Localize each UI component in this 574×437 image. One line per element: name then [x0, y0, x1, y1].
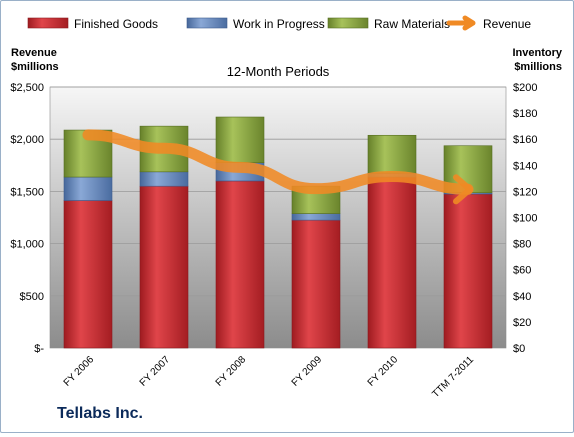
- legend-label-finished-goods: Finished Goods: [74, 17, 158, 31]
- right-axis-ticks: $0 $20 $40 $60 $80 $100 $120 $140 $160 $180 $200: [513, 82, 537, 355]
- bar-work-in-progress-fy-2007: [140, 172, 188, 186]
- right-tick-label: $60: [513, 265, 531, 277]
- right-tick-label: $0: [513, 343, 525, 355]
- legend-item-finished-goods: Finished Goods: [28, 17, 158, 31]
- bar-finished-goods-fy-2009: [292, 220, 340, 348]
- x-tick-label: TTM 7-2011: [430, 354, 476, 400]
- x-axis-ticks: FY 2006 FY 2007 FY 2008 FY 2009 FY 2010 TTM 7…: [62, 354, 477, 400]
- right-tick-label: $180: [513, 108, 537, 120]
- legend-label-work-in-progress: Work in Progress: [233, 17, 325, 31]
- bar-work-in-progress-fy-2006: [64, 177, 112, 200]
- right-tick-label: $140: [513, 160, 537, 172]
- bar-raw-materials-fy-2008: [216, 117, 264, 163]
- company-name: Tellabs Inc.: [57, 405, 143, 423]
- x-tick-label: FY 2009: [290, 354, 325, 389]
- x-tick-label: FY 2007: [138, 354, 173, 389]
- left-tick-label: $1,000: [10, 239, 44, 251]
- bar-finished-goods-fy-2007: [140, 186, 188, 348]
- right-tick-label: $100: [513, 213, 537, 225]
- legend-item-raw-materials: Raw Materials: [328, 17, 450, 31]
- legend-item-work-in-progress: Work in Progress: [187, 17, 325, 31]
- left-axis-title-line1: Revenue: [11, 47, 57, 59]
- bar-finished-goods-fy-2008: [216, 181, 264, 348]
- bar-finished-goods-ttm-7-2011: [444, 194, 492, 348]
- bar-work-in-progress-fy-2009: [292, 214, 340, 221]
- left-tick-label: $-: [34, 343, 44, 355]
- x-tick-label: FY 2010: [366, 354, 401, 389]
- chart-title: 12-Month Periods: [227, 64, 330, 79]
- legend-item-revenue: Revenue: [449, 17, 531, 31]
- left-tick-label: $500: [20, 291, 44, 303]
- right-tick-label: $160: [513, 134, 537, 146]
- plot-area: [50, 87, 506, 348]
- x-tick-label: FY 2008: [214, 354, 249, 389]
- right-tick-label: $120: [513, 186, 537, 198]
- bar-finished-goods-fy-2006: [64, 201, 112, 348]
- right-tick-label: $80: [513, 239, 531, 251]
- left-axis-ticks: $- $500 $1,000 $1,500 $2,000 $2,500: [10, 82, 44, 355]
- left-tick-label: $2,500: [10, 82, 44, 94]
- right-tick-label: $200: [513, 82, 537, 94]
- left-axis-title-line2: $millions: [11, 61, 59, 73]
- bar-raw-materials-fy-2010: [368, 135, 416, 173]
- legend-revenue-arrow-icon: [449, 18, 473, 28]
- right-tick-label: $20: [513, 317, 531, 329]
- legend-label-revenue: Revenue: [483, 17, 531, 31]
- right-axis-title-line1: Inventory: [512, 47, 562, 59]
- left-tick-label: $2,000: [10, 134, 44, 146]
- left-tick-label: $1,500: [10, 186, 44, 198]
- right-axis-title-line2: $millions: [514, 61, 562, 73]
- bar-finished-goods-fy-2010: [368, 177, 416, 348]
- legend-label-raw-materials: Raw Materials: [374, 17, 450, 31]
- right-tick-label: $40: [513, 291, 531, 303]
- legend: Finished Goods Work in Progress Raw Mate…: [28, 17, 531, 31]
- x-tick-label: FY 2006: [62, 354, 97, 389]
